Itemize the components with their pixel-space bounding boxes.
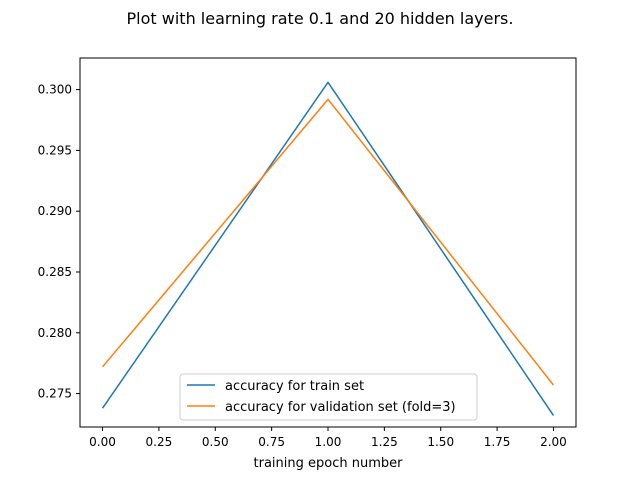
series-line-validation [101,98,555,386]
x-axis-ticks: 0.00 0.25 0.50 0.75 1.00 1.25 1.50 1.75 2.00 [89,427,567,449]
legend: accuracy for train set accuracy for vali… [179,373,478,421]
x-tick-label: 0.50 [202,435,229,449]
x-tick-label: 0.25 [146,435,173,449]
y-tick-label: 0.295 [38,143,72,157]
x-tick-label: 1.50 [427,435,454,449]
x-tick-label: 2.00 [540,435,567,449]
x-tick-label: 0.75 [258,435,285,449]
chart-title: Plot with learning rate 0.1 and 20 hidde… [127,9,514,28]
series-lines [101,81,555,416]
y-tick-label: 0.300 [38,83,72,97]
y-tick-label: 0.290 [38,204,72,218]
x-tick-label: 1.25 [371,435,398,449]
y-tick-label: 0.280 [38,326,72,340]
x-tick-label: 1.00 [315,435,342,449]
y-tick-label: 0.285 [38,265,72,279]
series-line-train [101,81,555,416]
x-tick-label: 1.75 [484,435,511,449]
legend-label-validation: accuracy for validation set (fold=3) [225,400,456,415]
y-tick-label: 0.275 [38,387,72,401]
y-axis-ticks: 0.275 0.280 0.285 0.290 0.295 0.300 [38,83,80,401]
x-axis-label: training epoch number [254,456,404,471]
legend-box [179,373,478,421]
legend-label-train: accuracy for train set [225,379,364,394]
plot-area-frame [79,57,577,428]
x-tick-label: 0.00 [89,435,116,449]
